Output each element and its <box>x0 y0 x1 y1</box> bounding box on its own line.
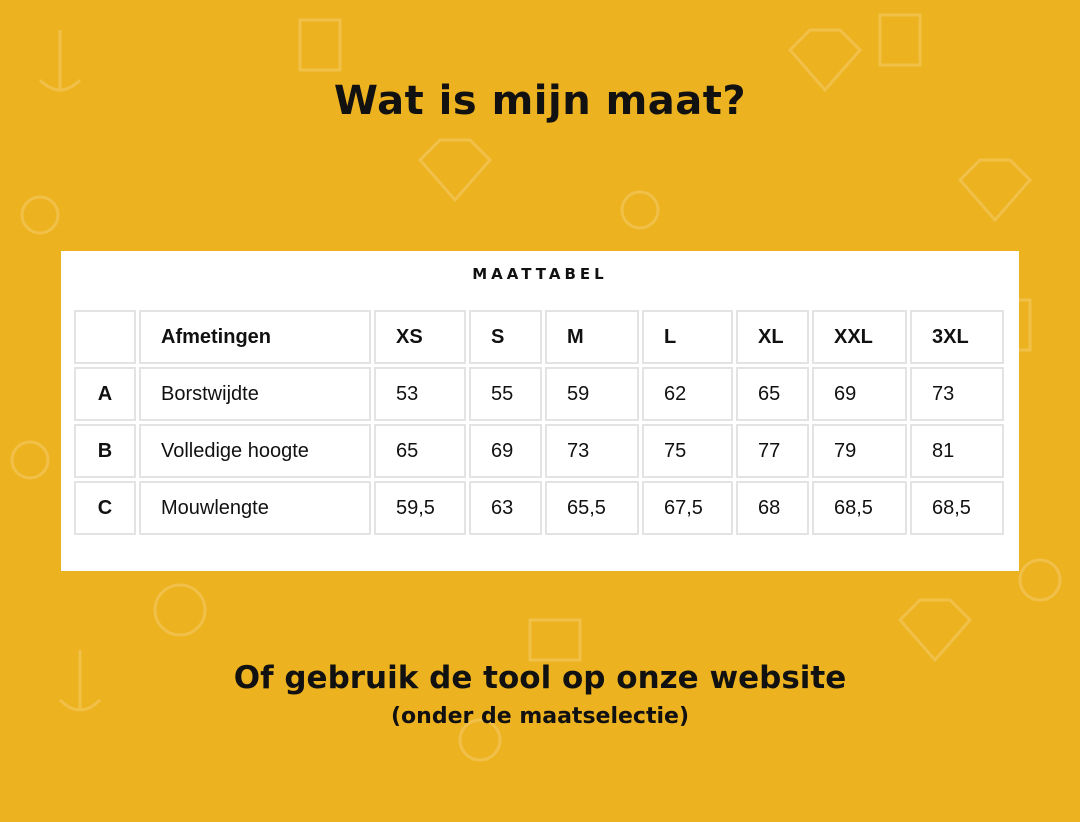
size-value: 53 <box>374 367 466 421</box>
measurement-name: Borstwijdte <box>139 367 371 421</box>
size-value: 81 <box>910 424 1004 478</box>
page-title: Wat is mijn maat? <box>333 78 747 124</box>
footer-text: Of gebruik de tool op onze website <box>233 660 847 696</box>
size-value: 73 <box>910 367 1004 421</box>
table-header-row: Afmetingen XS S M L XL XXL 3XL <box>74 310 1004 364</box>
size-value: 68,5 <box>910 481 1004 535</box>
size-value: 59,5 <box>374 481 466 535</box>
table-row: C Mouwlengte 59,5 63 65,5 67,5 68 68,5 68,5 <box>74 481 1004 535</box>
size-value: 59 <box>545 367 639 421</box>
row-letter: A <box>74 367 136 421</box>
column-header: M <box>545 310 639 364</box>
size-chart-title: MAATTABEL <box>472 265 608 283</box>
column-header: Afmetingen <box>139 310 371 364</box>
column-header: L <box>642 310 733 364</box>
column-header: XXL <box>812 310 907 364</box>
size-value: 68,5 <box>812 481 907 535</box>
column-header <box>74 310 136 364</box>
size-value: 65 <box>374 424 466 478</box>
column-header: XL <box>736 310 809 364</box>
size-value: 63 <box>469 481 542 535</box>
row-letter: B <box>74 424 136 478</box>
table-row: B Volledige hoogte 65 69 73 75 77 79 81 <box>74 424 1004 478</box>
size-value: 69 <box>469 424 542 478</box>
measurement-name: Mouwlengte <box>139 481 371 535</box>
size-table: Afmetingen XS S M L XL XXL 3XL A Borstwijdte 53 55… <box>71 307 1007 538</box>
size-value: 65,5 <box>545 481 639 535</box>
measurement-name: Volledige hoogte <box>139 424 371 478</box>
size-value: 62 <box>642 367 733 421</box>
column-header: S <box>469 310 542 364</box>
size-value: 55 <box>469 367 542 421</box>
size-value: 73 <box>545 424 639 478</box>
size-value: 77 <box>736 424 809 478</box>
size-chart-card: MAATTABEL Afmetingen XS S M L XL XXL 3XL A Borst… <box>61 251 1019 571</box>
column-header: XS <box>374 310 466 364</box>
size-value: 69 <box>812 367 907 421</box>
row-letter: C <box>74 481 136 535</box>
size-value: 65 <box>736 367 809 421</box>
footer-subtext: (onder de maatselectie) <box>390 704 690 729</box>
size-value: 75 <box>642 424 733 478</box>
table-row: A Borstwijdte 53 55 59 62 65 69 73 <box>74 367 1004 421</box>
column-header: 3XL <box>910 310 1004 364</box>
size-value: 68 <box>736 481 809 535</box>
size-value: 79 <box>812 424 907 478</box>
size-value: 67,5 <box>642 481 733 535</box>
